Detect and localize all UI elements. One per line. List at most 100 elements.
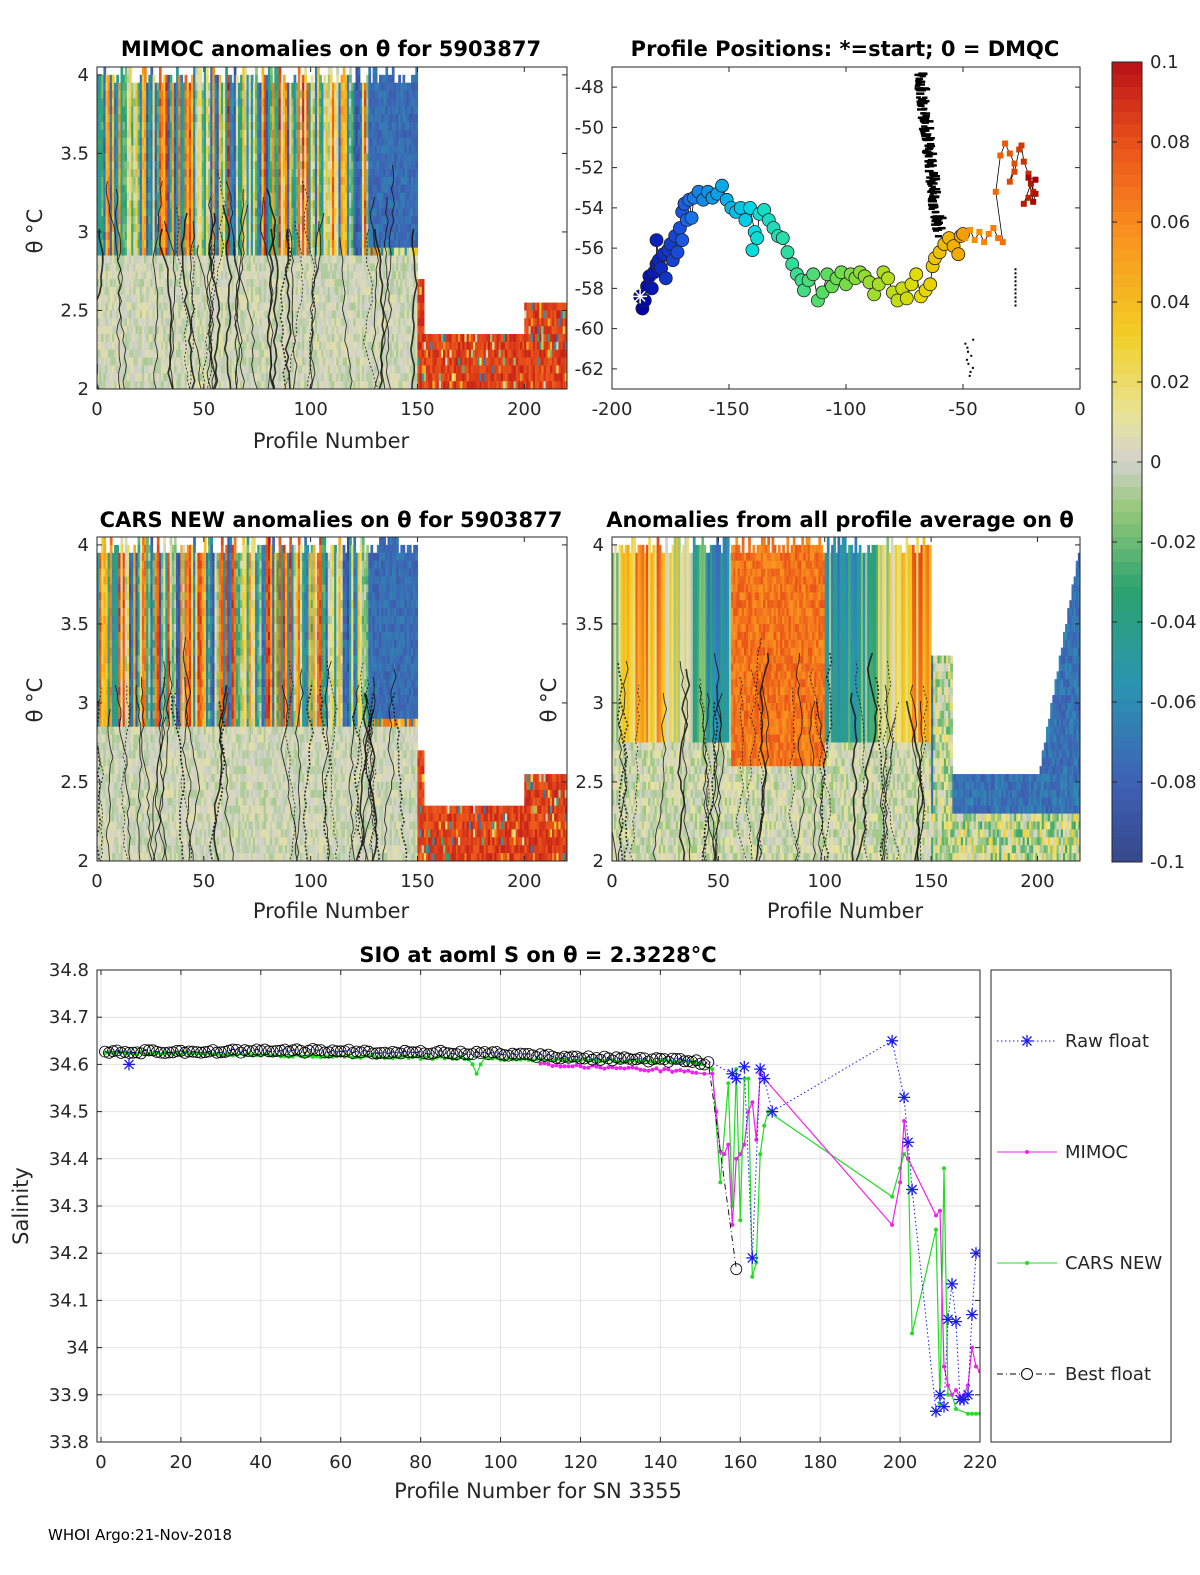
heatmap-cell	[203, 200, 207, 209]
heatmap-cell	[163, 239, 166, 249]
heatmap-cell	[325, 145, 329, 154]
heatmap-cell	[193, 334, 196, 343]
heatmap-cell	[321, 153, 325, 162]
heatmap-cell	[182, 318, 186, 327]
heatmap-cell	[97, 373, 100, 382]
heatmap-cell	[173, 357, 177, 367]
heatmap-cell	[178, 263, 181, 272]
heatmap-cell	[218, 145, 222, 154]
heatmap-cell	[97, 161, 100, 170]
heatmap-cell	[141, 302, 145, 312]
heatmap-cell	[342, 365, 346, 374]
heatmap-cell	[332, 90, 335, 100]
heatmap-cell	[120, 349, 124, 359]
heatmap-cell	[203, 121, 207, 131]
heatmap-cell	[357, 169, 361, 178]
heatmap-cell	[101, 357, 105, 367]
heatmap-cell	[280, 114, 284, 123]
heatmap-cell	[334, 169, 337, 178]
heatmap-cell	[255, 255, 258, 264]
heatmap-cell	[137, 334, 141, 343]
heatmap-cell	[205, 153, 209, 162]
heatmap-cell	[197, 176, 201, 186]
heatmap-cell	[265, 302, 269, 312]
heatmap-cell	[276, 216, 280, 225]
heatmap-cell	[133, 286, 137, 296]
heatmap-cell	[163, 286, 166, 296]
heatmap-cell	[319, 286, 322, 296]
heatmap-cell	[120, 255, 124, 264]
heatmap-cell	[334, 98, 337, 107]
heatmap-cell	[310, 302, 314, 312]
heatmap-cell	[255, 106, 258, 115]
heatmap-cell	[225, 294, 228, 304]
heatmap-cell	[280, 255, 284, 264]
heatmap-cell	[289, 216, 293, 225]
heatmap-cell	[233, 381, 237, 389]
heatmap-cell	[291, 302, 295, 312]
heatmap-cell	[191, 318, 194, 327]
heatmap-cell	[176, 176, 179, 186]
heatmap-cell	[152, 286, 156, 296]
heatmap-cell	[338, 263, 342, 272]
heatmap-cell	[299, 169, 303, 178]
heatmap-cell	[131, 192, 134, 202]
heatmap-cell	[199, 145, 203, 154]
heatmap-cell	[250, 302, 254, 312]
heatmap-cell	[238, 98, 241, 107]
heatmap-cell	[116, 98, 119, 107]
heatmap-cell	[252, 255, 256, 264]
heatmap-cell	[270, 334, 273, 343]
heatmap-cell	[252, 349, 256, 359]
heatmap-cell	[165, 169, 169, 178]
heatmap-cell	[212, 145, 216, 154]
heatmap-cell	[109, 381, 113, 389]
heatmap-cell	[242, 310, 246, 319]
heatmap-cell	[163, 318, 166, 327]
heatmap-cell	[235, 318, 239, 327]
heatmap-cell	[297, 184, 301, 194]
heatmap-cell	[312, 357, 316, 367]
heatmap-cell	[351, 326, 354, 335]
heatmap-cell	[208, 153, 211, 162]
heatmap-cell	[210, 279, 213, 288]
heatmap-cell	[314, 90, 318, 100]
heatmap-cell	[146, 279, 149, 288]
heatmap-cell	[353, 121, 357, 131]
heatmap-cell	[340, 255, 344, 264]
heatmap-cell	[238, 129, 241, 139]
heatmap-cell	[165, 90, 169, 100]
heatmap-cell	[299, 365, 303, 374]
heatmap-cell	[242, 326, 246, 335]
heatmap-cell	[144, 106, 147, 115]
heatmap-cell	[304, 98, 307, 107]
heatmap-cell	[129, 137, 132, 147]
heatmap-cell	[246, 263, 250, 272]
heatmap-cell	[109, 161, 113, 170]
heatmap-cell	[193, 67, 196, 76]
heatmap-cell	[285, 247, 288, 257]
heatmap-cell	[173, 161, 177, 170]
heatmap-cell	[182, 357, 186, 367]
heatmap-cell	[118, 373, 122, 382]
heatmap-cell	[178, 310, 181, 319]
heatmap-cell	[156, 129, 160, 139]
heatmap-cell	[357, 334, 361, 343]
heatmap-cell	[111, 247, 115, 257]
heatmap-cell	[225, 279, 228, 288]
heatmap-cell	[101, 224, 105, 233]
heatmap-cell	[261, 357, 265, 367]
heatmap-cell	[359, 137, 363, 147]
heatmap-cell	[201, 349, 205, 359]
heatmap-cell	[357, 129, 361, 139]
heatmap-cell	[188, 121, 192, 131]
heatmap-cell	[120, 373, 124, 382]
heatmap-cell	[101, 192, 105, 202]
heatmap-cell	[133, 231, 137, 241]
heatmap-cell	[205, 169, 209, 178]
heatmap-cell	[336, 341, 340, 351]
heatmap-cell	[201, 208, 205, 217]
heatmap-cell	[257, 129, 260, 139]
heatmap-cell	[319, 137, 322, 147]
heatmap-cell	[267, 357, 271, 367]
